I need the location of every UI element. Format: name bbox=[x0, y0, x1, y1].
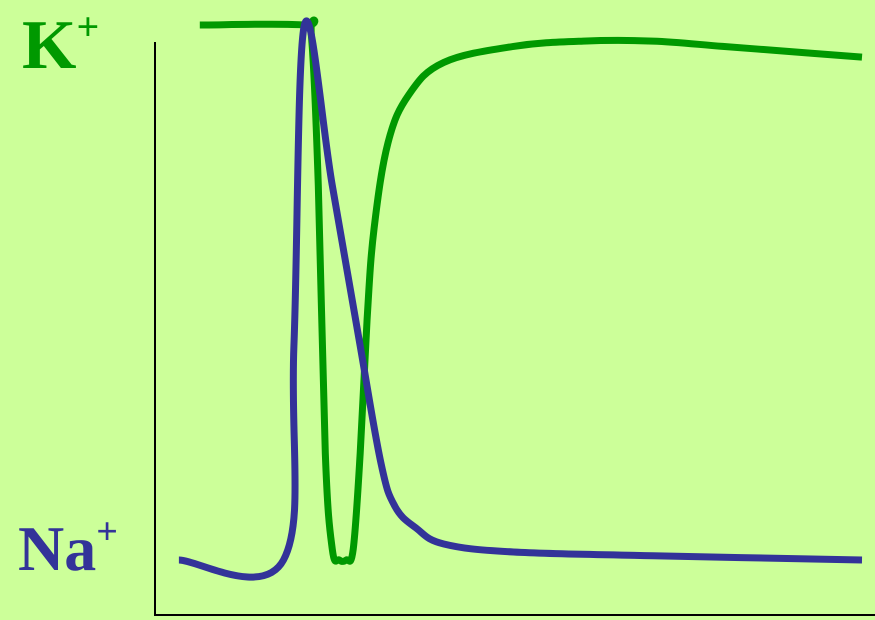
na-ion-label: Na+ bbox=[18, 511, 118, 584]
na-series-line bbox=[178, 17, 863, 581]
na-ion-charge: + bbox=[96, 511, 118, 553]
k-ion-charge: + bbox=[76, 4, 99, 49]
series-layer bbox=[178, 16, 863, 581]
k-ion-label: K+ bbox=[22, 4, 99, 84]
k-series-line bbox=[199, 16, 863, 565]
k-ion-symbol: K bbox=[22, 7, 76, 84]
na-ion-symbol: Na bbox=[18, 513, 96, 584]
